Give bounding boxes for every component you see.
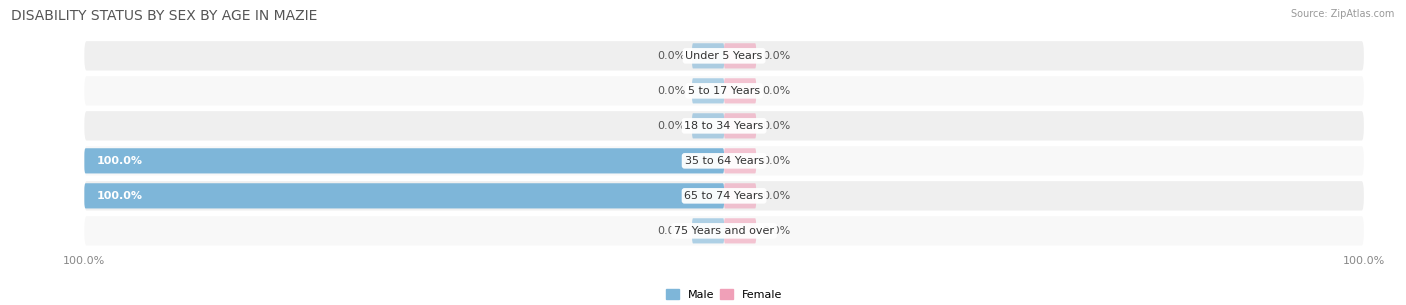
FancyBboxPatch shape — [84, 146, 1364, 176]
Text: 5 to 17 Years: 5 to 17 Years — [688, 86, 761, 96]
FancyBboxPatch shape — [724, 183, 756, 208]
Text: 0.0%: 0.0% — [658, 121, 686, 131]
FancyBboxPatch shape — [724, 148, 756, 174]
Text: 65 to 74 Years: 65 to 74 Years — [685, 191, 763, 201]
FancyBboxPatch shape — [84, 183, 724, 208]
Text: 100.0%: 100.0% — [97, 156, 143, 166]
Text: 0.0%: 0.0% — [762, 51, 790, 61]
Legend: Male, Female: Male, Female — [661, 285, 787, 304]
Text: 0.0%: 0.0% — [658, 51, 686, 61]
Text: Source: ZipAtlas.com: Source: ZipAtlas.com — [1291, 9, 1395, 19]
FancyBboxPatch shape — [692, 78, 724, 103]
Text: 0.0%: 0.0% — [762, 156, 790, 166]
FancyBboxPatch shape — [724, 43, 756, 68]
FancyBboxPatch shape — [84, 181, 1364, 210]
Text: 0.0%: 0.0% — [658, 226, 686, 236]
Text: Under 5 Years: Under 5 Years — [686, 51, 762, 61]
Text: 0.0%: 0.0% — [658, 86, 686, 96]
FancyBboxPatch shape — [724, 113, 756, 138]
FancyBboxPatch shape — [84, 41, 1364, 70]
Text: 0.0%: 0.0% — [762, 226, 790, 236]
Text: DISABILITY STATUS BY SEX BY AGE IN MAZIE: DISABILITY STATUS BY SEX BY AGE IN MAZIE — [11, 9, 318, 23]
FancyBboxPatch shape — [692, 218, 724, 243]
Text: 75 Years and over: 75 Years and over — [673, 226, 775, 236]
FancyBboxPatch shape — [724, 78, 756, 103]
FancyBboxPatch shape — [84, 76, 1364, 106]
Text: 100.0%: 100.0% — [97, 191, 143, 201]
FancyBboxPatch shape — [84, 216, 1364, 246]
FancyBboxPatch shape — [692, 113, 724, 138]
FancyBboxPatch shape — [84, 148, 724, 174]
Text: 0.0%: 0.0% — [762, 86, 790, 96]
Text: 0.0%: 0.0% — [762, 121, 790, 131]
FancyBboxPatch shape — [724, 218, 756, 243]
Text: 0.0%: 0.0% — [762, 191, 790, 201]
FancyBboxPatch shape — [84, 111, 1364, 141]
Text: 18 to 34 Years: 18 to 34 Years — [685, 121, 763, 131]
Text: 35 to 64 Years: 35 to 64 Years — [685, 156, 763, 166]
FancyBboxPatch shape — [692, 43, 724, 68]
